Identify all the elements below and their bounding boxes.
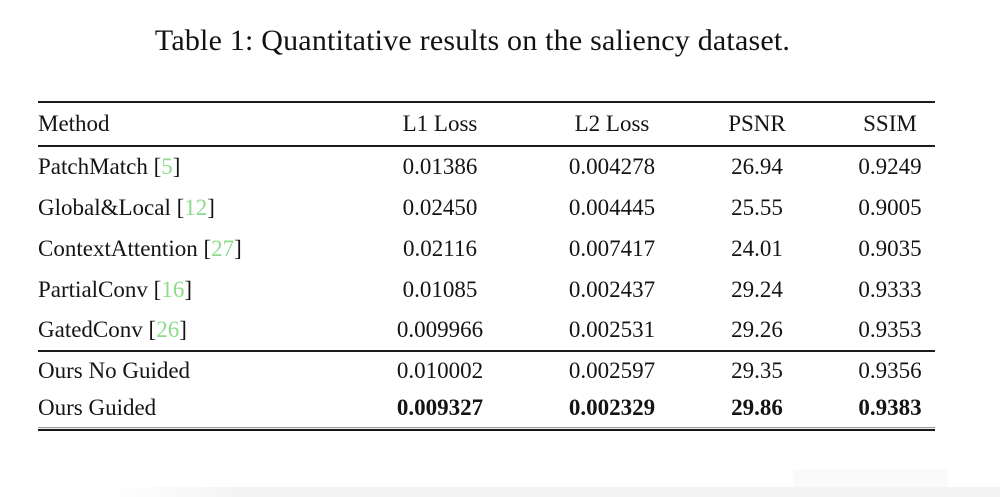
l1-value: 0.01085 <box>402 276 478 302</box>
col-header-l2-loss: L2 Loss <box>574 111 650 136</box>
ssim-value: 0.9249 <box>858 154 922 179</box>
method-name: Ours Guided <box>38 395 157 420</box>
ssim-value: 0.9356 <box>858 357 922 383</box>
ssim-value: 0.9383 <box>858 395 922 420</box>
col-header-method: Method <box>38 111 110 136</box>
l2-value: 0.002597 <box>568 357 656 383</box>
l1-value: 0.009966 <box>396 317 484 342</box>
method-name: PatchMatch <box>38 154 148 179</box>
method-name: Ours No Guided <box>38 357 191 383</box>
col-header-ssim: SSIM <box>863 111 917 136</box>
l2-value: 0.004278 <box>568 154 656 179</box>
method-cell: Ours Guided [] <box>38 389 325 427</box>
col-header-psnr: PSNR <box>728 111 786 136</box>
screenshot-artifact <box>105 487 1000 497</box>
psnr-value: 25.55 <box>731 194 783 220</box>
screenshot-artifact <box>793 469 948 487</box>
citation-ref: [12] <box>170 194 215 220</box>
l2-value: 0.004445 <box>568 194 656 220</box>
citation-ref: [26] <box>142 317 187 342</box>
table-row: PatchMatch [5] 0.01386 0.004278 26.94 0.… <box>38 146 935 187</box>
citation-link[interactable]: 12 <box>184 194 208 220</box>
citation-ref: [16] <box>147 276 192 302</box>
l1-value: 0.01386 <box>402 154 478 179</box>
method-cell: PartialConv [16] <box>38 269 325 310</box>
ssim-value: 0.9333 <box>858 276 922 302</box>
method-cell: ContextAttention [27] <box>38 228 325 269</box>
results-table: Method L1 Loss L2 Loss PSNR SSIM PatchMa… <box>38 101 935 431</box>
ssim-value: 0.9035 <box>858 235 922 261</box>
citation-link[interactable]: 27 <box>211 235 235 261</box>
table-row: GatedConv [26] 0.009966 0.002531 29.26 0… <box>38 310 935 351</box>
l1-value: 0.009327 <box>396 395 484 420</box>
l1-value: 0.02450 <box>402 194 478 220</box>
citation-link[interactable]: 16 <box>161 276 185 302</box>
ssim-value: 0.9353 <box>858 317 922 342</box>
method-name: PartialConv <box>38 276 148 302</box>
table-row: ContextAttention [27] 0.02116 0.007417 2… <box>38 228 935 269</box>
method-cell: PatchMatch [5] <box>38 146 325 187</box>
table-row: Ours No Guided [] 0.010002 0.002597 29.3… <box>38 351 935 389</box>
citation-ref: [27] <box>197 235 242 261</box>
quantitative-results-table: Method L1 Loss L2 Loss PSNR SSIM PatchMa… <box>38 101 935 427</box>
method-name: ContextAttention <box>38 235 198 261</box>
psnr-value: 29.24 <box>731 276 783 302</box>
l2-value: 0.002531 <box>568 317 656 342</box>
method-name: Global&Local <box>38 194 171 220</box>
citation-ref: [5] <box>147 154 181 179</box>
header-row: Method L1 Loss L2 Loss PSNR SSIM <box>38 102 935 146</box>
col-header-l1-loss: L1 Loss <box>402 111 478 136</box>
table-row: PartialConv [16] 0.01085 0.002437 29.24 … <box>38 269 935 310</box>
table-row: Global&Local [12] 0.02450 0.004445 25.55… <box>38 187 935 228</box>
psnr-value: 26.94 <box>731 154 783 179</box>
l2-value: 0.002437 <box>568 276 656 302</box>
l1-value: 0.010002 <box>396 357 484 383</box>
psnr-value: 29.35 <box>731 357 783 383</box>
citation-link[interactable]: 5 <box>161 154 173 179</box>
psnr-value: 29.26 <box>731 317 783 342</box>
table-caption: Table 1: Quantitative results on the sal… <box>154 24 791 57</box>
method-cell: Ours No Guided [] <box>38 351 325 389</box>
l2-value: 0.007417 <box>568 235 656 261</box>
citation-link[interactable]: 26 <box>156 317 180 342</box>
table-row-best: Ours Guided [] 0.009327 0.002329 29.86 0… <box>38 389 935 427</box>
ssim-value: 0.9005 <box>858 194 922 220</box>
psnr-value: 24.01 <box>731 235 783 261</box>
l1-value: 0.02116 <box>403 235 477 261</box>
psnr-value: 29.86 <box>731 395 783 420</box>
method-cell: GatedConv [26] <box>38 310 325 351</box>
method-cell: Global&Local [12] <box>38 187 325 228</box>
method-name: GatedConv <box>38 317 143 342</box>
l2-value: 0.002329 <box>568 395 656 420</box>
table-bottom-rule <box>38 427 935 431</box>
